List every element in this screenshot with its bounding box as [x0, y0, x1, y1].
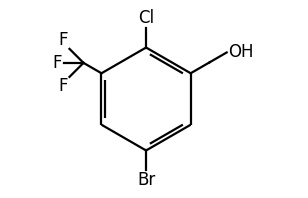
Text: F: F — [59, 77, 68, 95]
Text: Br: Br — [137, 171, 155, 189]
Text: F: F — [53, 54, 62, 72]
Text: F: F — [59, 31, 68, 49]
Text: OH: OH — [228, 44, 254, 61]
Text: Cl: Cl — [138, 9, 154, 27]
